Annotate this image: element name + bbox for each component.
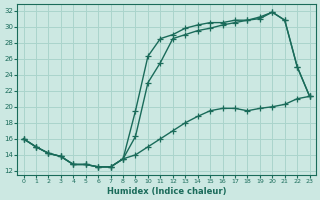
X-axis label: Humidex (Indice chaleur): Humidex (Indice chaleur) xyxy=(107,187,226,196)
